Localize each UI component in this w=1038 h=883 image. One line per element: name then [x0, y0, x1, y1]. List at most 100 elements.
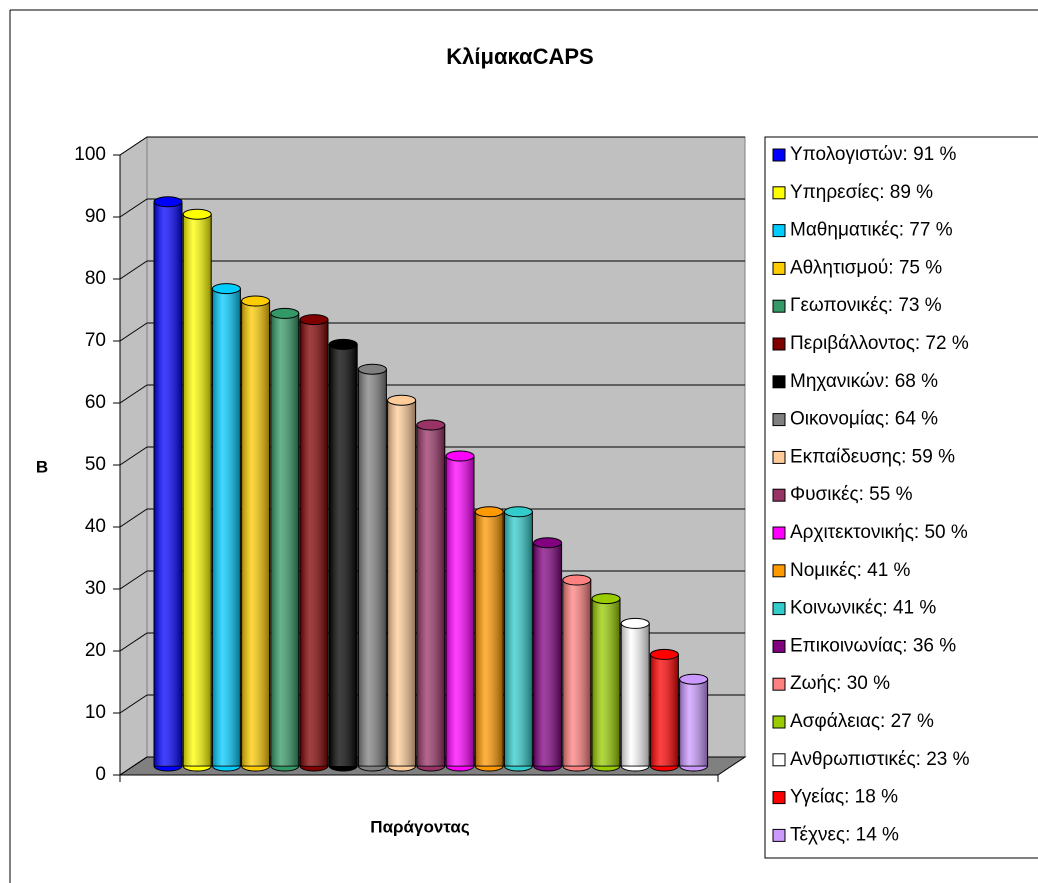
y-tick-label: 70: [85, 330, 106, 351]
bar-top: [445, 450, 475, 462]
y-axis-label: B: [36, 457, 48, 476]
legend-swatch: [772, 602, 786, 616]
bar-shade: [387, 400, 416, 766]
chart-title: ΚλίμακαCAPS: [446, 44, 593, 69]
grid-line: [119, 694, 148, 714]
bar-top: [649, 648, 679, 660]
bar-top: [387, 394, 417, 406]
legend-swatch: [772, 148, 786, 162]
bar-shade: [679, 679, 708, 766]
grid-line: [119, 384, 148, 404]
bar-top: [299, 314, 329, 326]
legend-swatch: [772, 791, 786, 805]
bar-shade: [533, 542, 562, 766]
y-tick-label: 0: [95, 764, 106, 785]
legend-label: Αθλητισμού: 75 %: [790, 257, 942, 278]
bar-shade: [475, 511, 504, 766]
bar-top: [503, 506, 533, 518]
legend-label: Νομικές: 41 %: [790, 560, 911, 581]
y-tick-label: 60: [85, 392, 106, 413]
bar-top: [533, 537, 563, 549]
bar-top: [328, 338, 358, 350]
y-tick-label: 50: [85, 454, 106, 475]
bar-shade: [300, 319, 328, 766]
grid-line: [119, 322, 148, 342]
bar-top: [591, 593, 621, 605]
legend-swatch: [772, 413, 786, 427]
legend-label: Ανθρωπιστικές: 23 %: [790, 749, 970, 770]
grid-line: [119, 570, 148, 590]
legend-label: Υπολογιστών: 91 %: [790, 144, 956, 165]
bar-top: [416, 419, 446, 431]
y-tick-label: 30: [85, 578, 106, 599]
grid-line: [119, 508, 148, 528]
bar-shade: [446, 456, 474, 766]
legend-label: Μαθηματικές: 77 %: [790, 220, 953, 241]
legend-swatch: [772, 299, 786, 313]
grid-line: [119, 632, 148, 652]
bar-shade: [154, 201, 182, 767]
legend-label: Υγείας: 18 %: [790, 787, 898, 808]
legend-label: Οικονομίας: 64 %: [790, 409, 938, 430]
bar-top: [357, 363, 387, 375]
y-tick-label: 100: [74, 144, 106, 165]
bar-shade: [329, 344, 358, 766]
bar-top: [562, 574, 592, 586]
legend-swatch: [772, 450, 786, 464]
legend-label: Επικοινωνίας: 36 %: [790, 635, 956, 656]
legend-swatch: [772, 753, 786, 767]
bar-shade: [212, 288, 241, 766]
legend-label: Τέχνες: 14 %: [790, 824, 899, 845]
grid-line: [119, 136, 148, 156]
legend-swatch: [772, 828, 786, 842]
legend-label: Περιβάλλοντος: 72 %: [790, 333, 969, 354]
y-tick-label: 80: [85, 268, 106, 289]
legend-label: Φυσικές: 55 %: [790, 484, 913, 505]
y-tick-label: 20: [85, 640, 106, 661]
legend-label: Μηχανικών: 68 %: [790, 371, 938, 392]
legend-swatch: [772, 639, 786, 653]
bar-shade: [183, 214, 212, 766]
legend-swatch: [772, 186, 786, 200]
bar-top: [679, 673, 709, 685]
legend-label: Γεωπονικές: 73 %: [790, 295, 942, 316]
bar-shade: [592, 598, 620, 766]
legend-label: Υπηρεσίες: 89 %: [790, 182, 933, 203]
bar-shade: [241, 301, 270, 766]
bar-top: [153, 196, 183, 208]
legend: [764, 136, 1038, 859]
legend-label: Ζωής: 30 %: [790, 673, 890, 694]
x-axis-label: Παράγοντας: [370, 817, 470, 836]
legend-swatch: [772, 526, 786, 540]
y-tick-label: 10: [85, 702, 106, 723]
bar-top: [474, 506, 504, 518]
y-tick-label: 90: [85, 206, 106, 227]
legend-label: Κοινωνικές: 41 %: [790, 598, 936, 619]
y-tick-label: 40: [85, 516, 106, 537]
bar-top: [620, 617, 650, 629]
legend-swatch: [772, 337, 786, 351]
bar-shade: [416, 425, 445, 766]
legend-label: Εκπαίδευσης: 59 %: [790, 446, 955, 467]
legend-swatch: [772, 261, 786, 275]
legend-swatch: [772, 715, 786, 729]
legend-swatch: [772, 564, 786, 578]
legend-swatch: [772, 488, 786, 502]
grid-line: [119, 446, 148, 466]
bar-shade: [650, 654, 679, 766]
legend-label: Ασφάλειας: 27 %: [790, 711, 934, 732]
bar-top: [241, 295, 271, 307]
bar-shade: [358, 369, 387, 766]
grid-line: [119, 756, 148, 776]
legend-swatch: [772, 224, 786, 238]
bar-top: [211, 283, 241, 295]
bar-top: [182, 208, 212, 220]
bar-shade: [621, 623, 650, 766]
bar-shade: [270, 313, 299, 766]
bar-shade: [562, 580, 591, 766]
bar-shade: [504, 511, 533, 766]
legend-label: Αρχιτεκτονικής: 50 %: [790, 522, 968, 543]
grid-line: [119, 198, 148, 218]
legend-swatch: [772, 375, 786, 389]
